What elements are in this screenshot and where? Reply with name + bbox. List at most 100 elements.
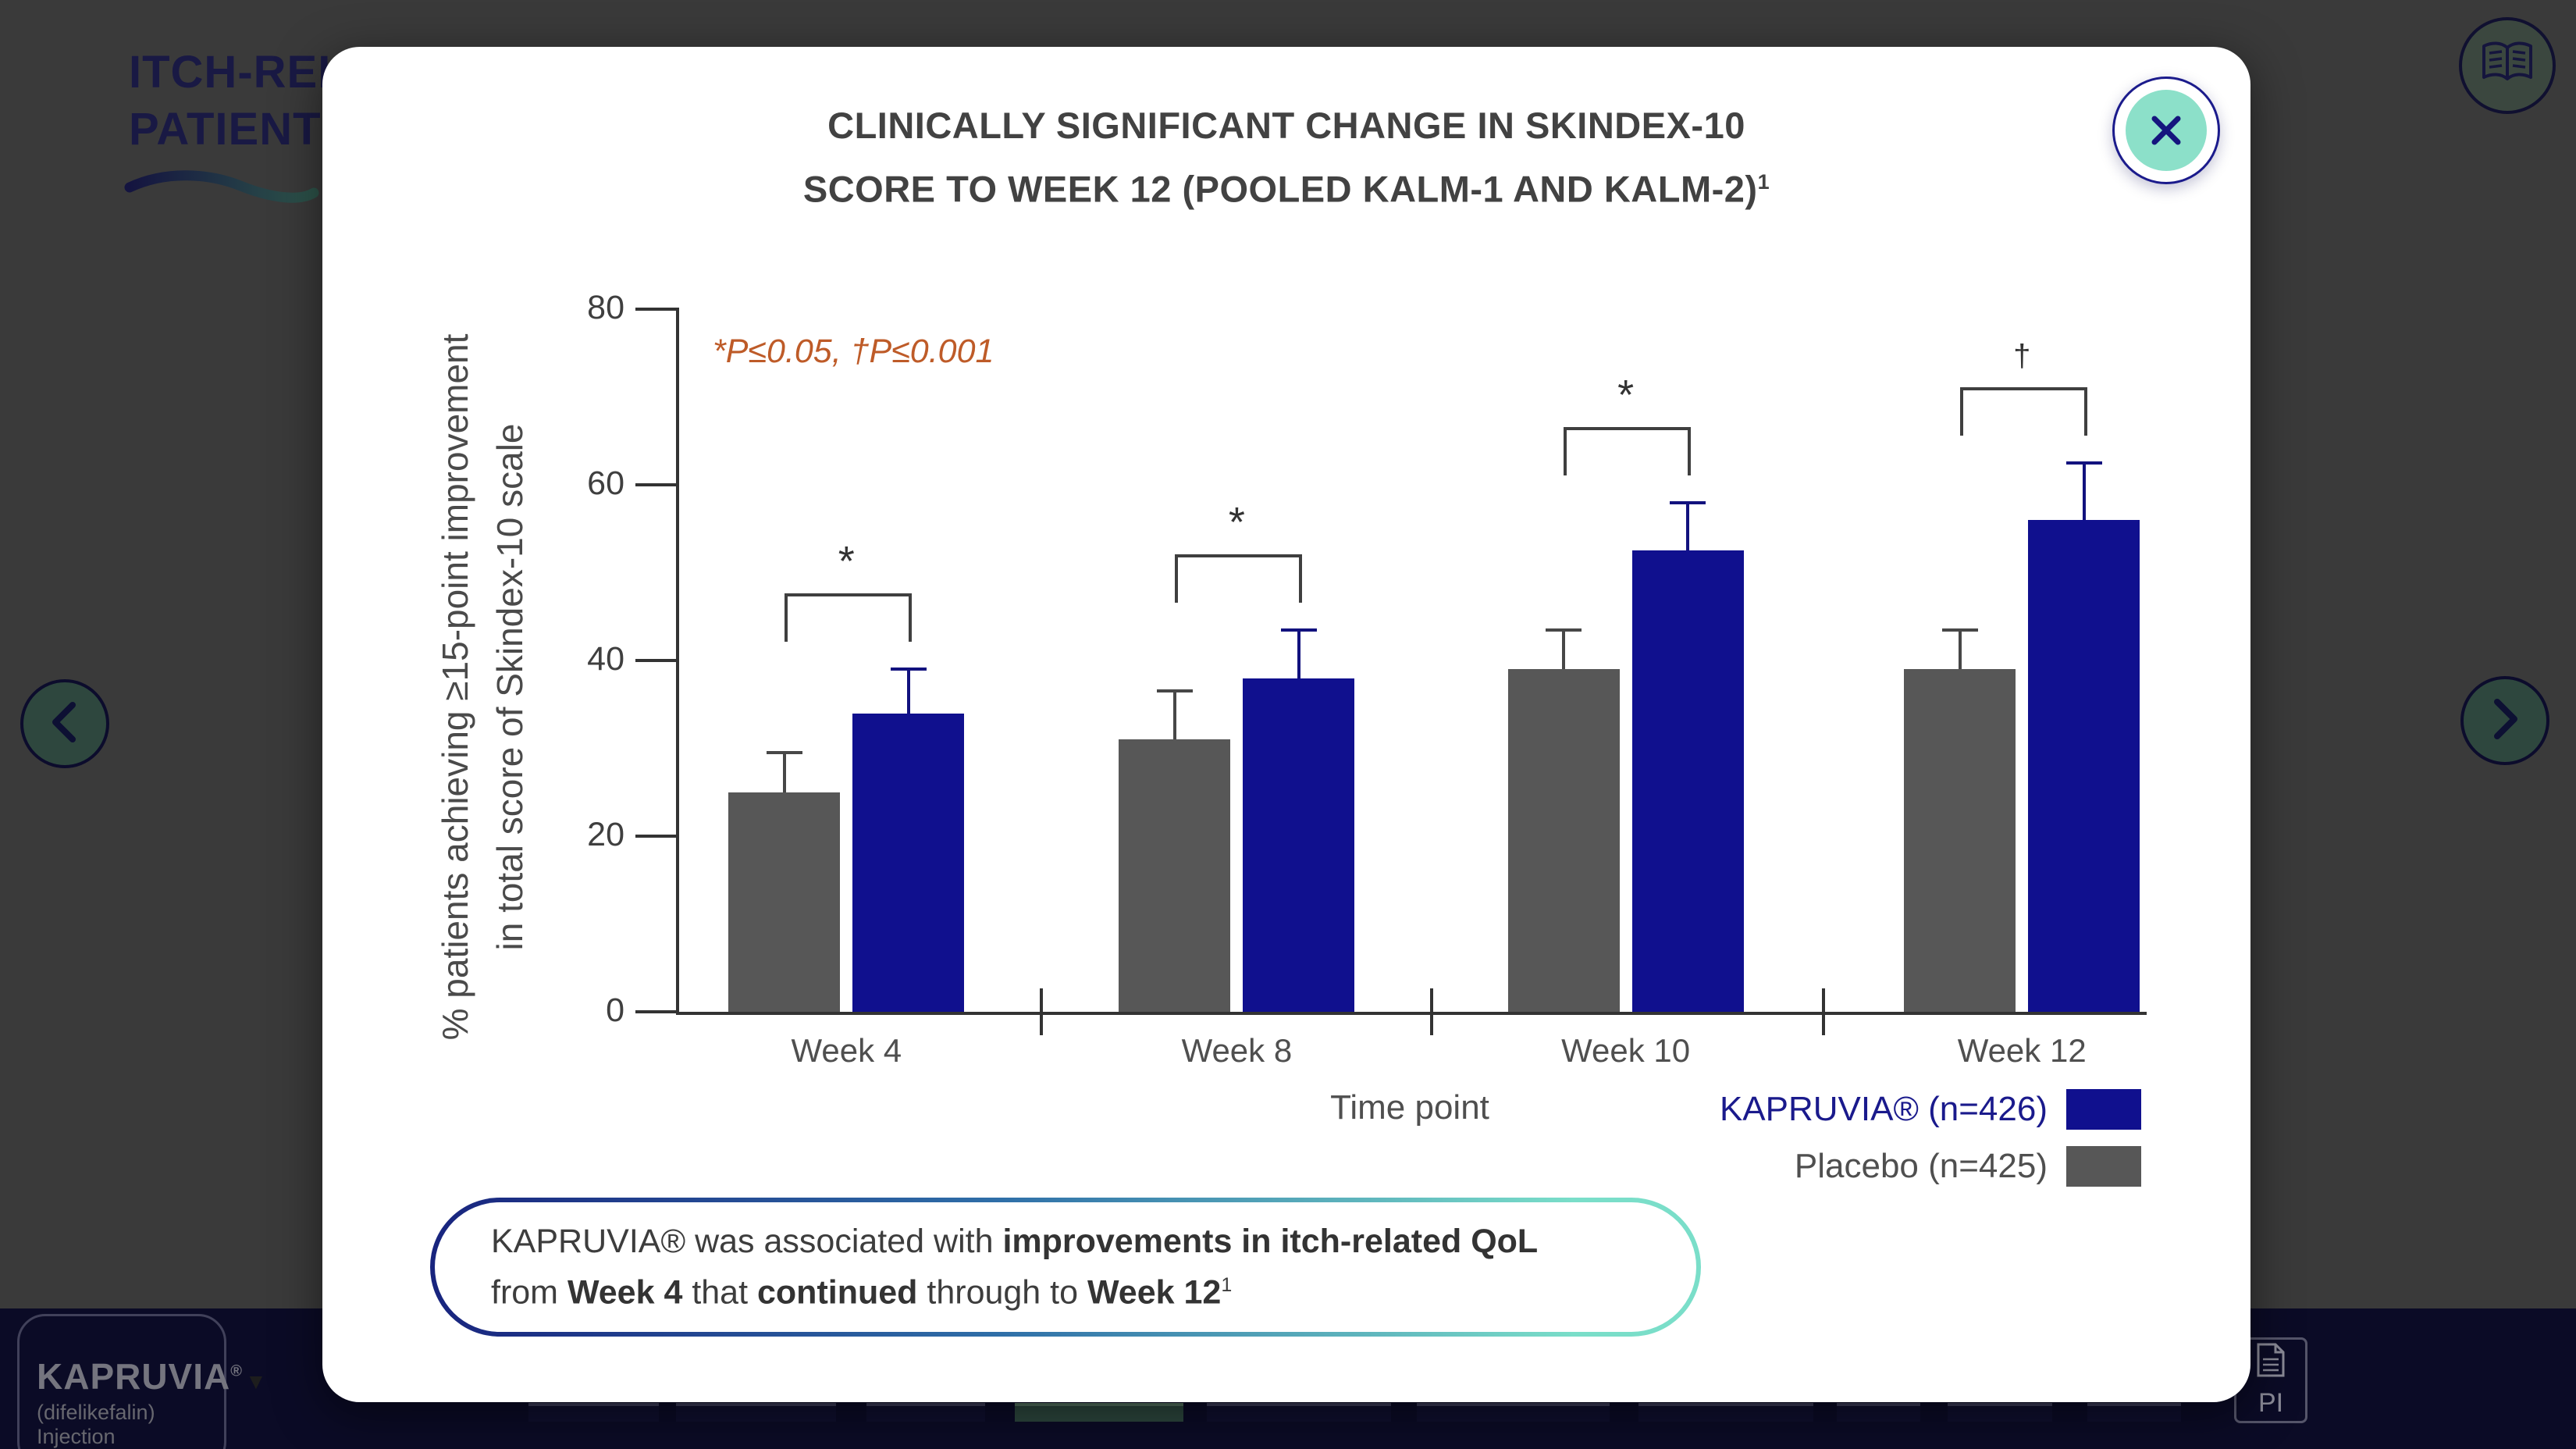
error-bar-placebo	[782, 753, 786, 792]
error-cap-kapruvia	[1280, 628, 1317, 632]
next-arrow-button[interactable]	[2460, 676, 2549, 765]
error-cap-kapruvia	[890, 668, 927, 671]
x-axis-label: Week 4	[791, 1032, 902, 1069]
logo-brand: KAPRUVIA® ▼	[37, 1356, 268, 1397]
bar-kapruvia-week-10	[1631, 550, 1744, 1012]
key-takeaway-text: KAPRUVIA® was associated with improvemen…	[435, 1202, 1696, 1332]
significance-bracket	[1959, 386, 2087, 390]
logo-tagline: (difelikefalin) Injection	[37, 1401, 155, 1448]
y-axis-tick	[635, 835, 679, 838]
error-bar-kapruvia	[906, 669, 910, 714]
x-axis-title: Time point	[1330, 1088, 1489, 1127]
modal-title-line1: CLINICALLY SIGNIFICANT CHANGE IN SKINDEX…	[827, 105, 1745, 146]
significance-marker: †	[2013, 338, 2031, 373]
legend-swatch-placebo	[2066, 1146, 2141, 1187]
nav-page-box[interactable]	[2087, 1403, 2181, 1422]
close-icon	[2126, 90, 2207, 171]
nav-page-box[interactable]	[1948, 1403, 2052, 1422]
significance-marker: *	[838, 538, 855, 586]
error-bar-kapruvia	[1297, 629, 1300, 678]
open-book-icon	[2479, 41, 2535, 91]
significance-bracket-leg	[1688, 426, 1692, 475]
nav-page-box[interactable]	[1837, 1403, 1920, 1422]
key-takeaway-callout: KAPRUVIA® was associated with improvemen…	[430, 1198, 1701, 1337]
chevron-right-icon	[2488, 697, 2522, 745]
pi-label: PI	[2258, 1388, 2284, 1418]
significance-bracket	[784, 593, 912, 597]
x-axis-divider-tick	[1429, 988, 1433, 1035]
black-triangle-icon: ▼	[245, 1369, 268, 1394]
error-bar-placebo	[1958, 629, 1962, 670]
y-axis-tick-label: 0	[606, 992, 624, 1029]
legend-swatch-kapruvia	[2066, 1089, 2141, 1130]
error-bar-placebo	[1172, 691, 1176, 740]
legend-label-kapruvia: KAPRUVIA® (n=426)	[1719, 1090, 2048, 1128]
pi-button[interactable]: PI	[2234, 1337, 2307, 1423]
previous-arrow-button[interactable]	[20, 679, 109, 768]
error-bar-kapruvia	[2082, 462, 2086, 520]
error-cap-kapruvia	[2065, 461, 2102, 465]
chevron-left-icon	[48, 700, 82, 748]
x-axis-label: Week 12	[1957, 1032, 2087, 1069]
significance-bracket-leg	[1564, 426, 1567, 475]
error-cap-placebo	[1941, 628, 1978, 632]
bar-placebo-week-4	[728, 792, 841, 1012]
error-cap-placebo	[766, 751, 802, 755]
heading-line1: ITCH-REL	[129, 47, 347, 98]
x-axis-label: Week 8	[1181, 1032, 1293, 1069]
document-icon	[2256, 1342, 2286, 1385]
significance-bracket-leg	[784, 593, 788, 643]
significance-bracket	[1564, 426, 1692, 430]
nav-page-box[interactable]	[528, 1403, 659, 1422]
x-axis-divider-tick	[1040, 988, 1044, 1035]
error-cap-placebo	[1156, 689, 1193, 693]
error-cap-kapruvia	[1670, 500, 1706, 504]
nav-page-box[interactable]	[676, 1403, 836, 1422]
kapruvia-logo: KAPRUVIA® ▼ (difelikefalin) Injection	[17, 1314, 268, 1449]
legend-item-placebo: Placebo (n=425)	[1454, 1145, 2141, 1187]
error-bar-placebo	[1562, 629, 1566, 670]
error-bar-kapruvia	[1686, 502, 1690, 551]
nav-page-box[interactable]	[1207, 1403, 1391, 1422]
background-page-heading: ITCH-REL PATIENTS	[129, 44, 352, 158]
bar-placebo-week-10	[1507, 669, 1620, 1012]
x-axis-divider-tick	[1822, 988, 1826, 1035]
nav-page-box[interactable]	[1417, 1403, 1610, 1422]
chart-modal: CLINICALLY SIGNIFICANT CHANGE IN SKINDEX…	[322, 47, 2250, 1402]
significance-bracket-leg	[1174, 554, 1178, 603]
bar-placebo-week-8	[1119, 739, 1231, 1012]
y-axis-tick-label: 20	[587, 816, 624, 853]
bar-kapruvia-week-12	[2028, 520, 2140, 1012]
error-cap-placebo	[1546, 628, 1582, 632]
legend-label-placebo: Placebo (n=425)	[1794, 1147, 2048, 1185]
swoosh-underline	[124, 170, 319, 203]
significance-marker: *	[1617, 371, 1635, 418]
bar-kapruvia-week-4	[852, 713, 965, 1012]
x-axis-label: Week 10	[1561, 1032, 1691, 1069]
y-axis-tick-label: 80	[587, 289, 624, 326]
y-axis-tick	[635, 483, 679, 486]
modal-title: CLINICALLY SIGNIFICANT CHANGE IN SKINDEX…	[322, 97, 2250, 218]
y-axis-tick	[635, 308, 679, 311]
significance-bracket-leg	[1959, 386, 1963, 436]
significance-marker: *	[1228, 498, 1245, 546]
nav-page-box[interactable]	[1638, 1403, 1813, 1422]
close-button[interactable]	[2112, 77, 2220, 184]
modal-title-line2: SCORE TO WEEK 12 (POOLED KALM-1 AND KALM…	[802, 168, 1770, 210]
bar-placebo-week-12	[1904, 669, 2016, 1012]
y-axis-tick	[635, 1010, 679, 1013]
heading-line2: PATIENTS	[129, 104, 353, 155]
y-axis-tick	[635, 659, 679, 662]
significance-bracket-leg	[2083, 386, 2087, 436]
significance-bracket-leg	[908, 593, 912, 643]
p-value-note: *P≤0.05, †P≤0.001	[713, 333, 994, 370]
significance-bracket	[1174, 554, 1302, 557]
nav-page-box[interactable]	[1015, 1403, 1183, 1422]
y-axis-tick-label: 40	[587, 640, 624, 678]
bar-chart: 0 20 40 60 80 * Week 4 * Week 8 * Week 10 † Week 12	[587, 289, 2147, 1069]
resources-book-button[interactable]	[2459, 17, 2556, 114]
y-axis-title: % patients achieving ≥15-point improveme…	[435, 333, 530, 1041]
significance-bracket-leg	[1298, 554, 1302, 603]
nav-page-box[interactable]	[866, 1403, 985, 1422]
